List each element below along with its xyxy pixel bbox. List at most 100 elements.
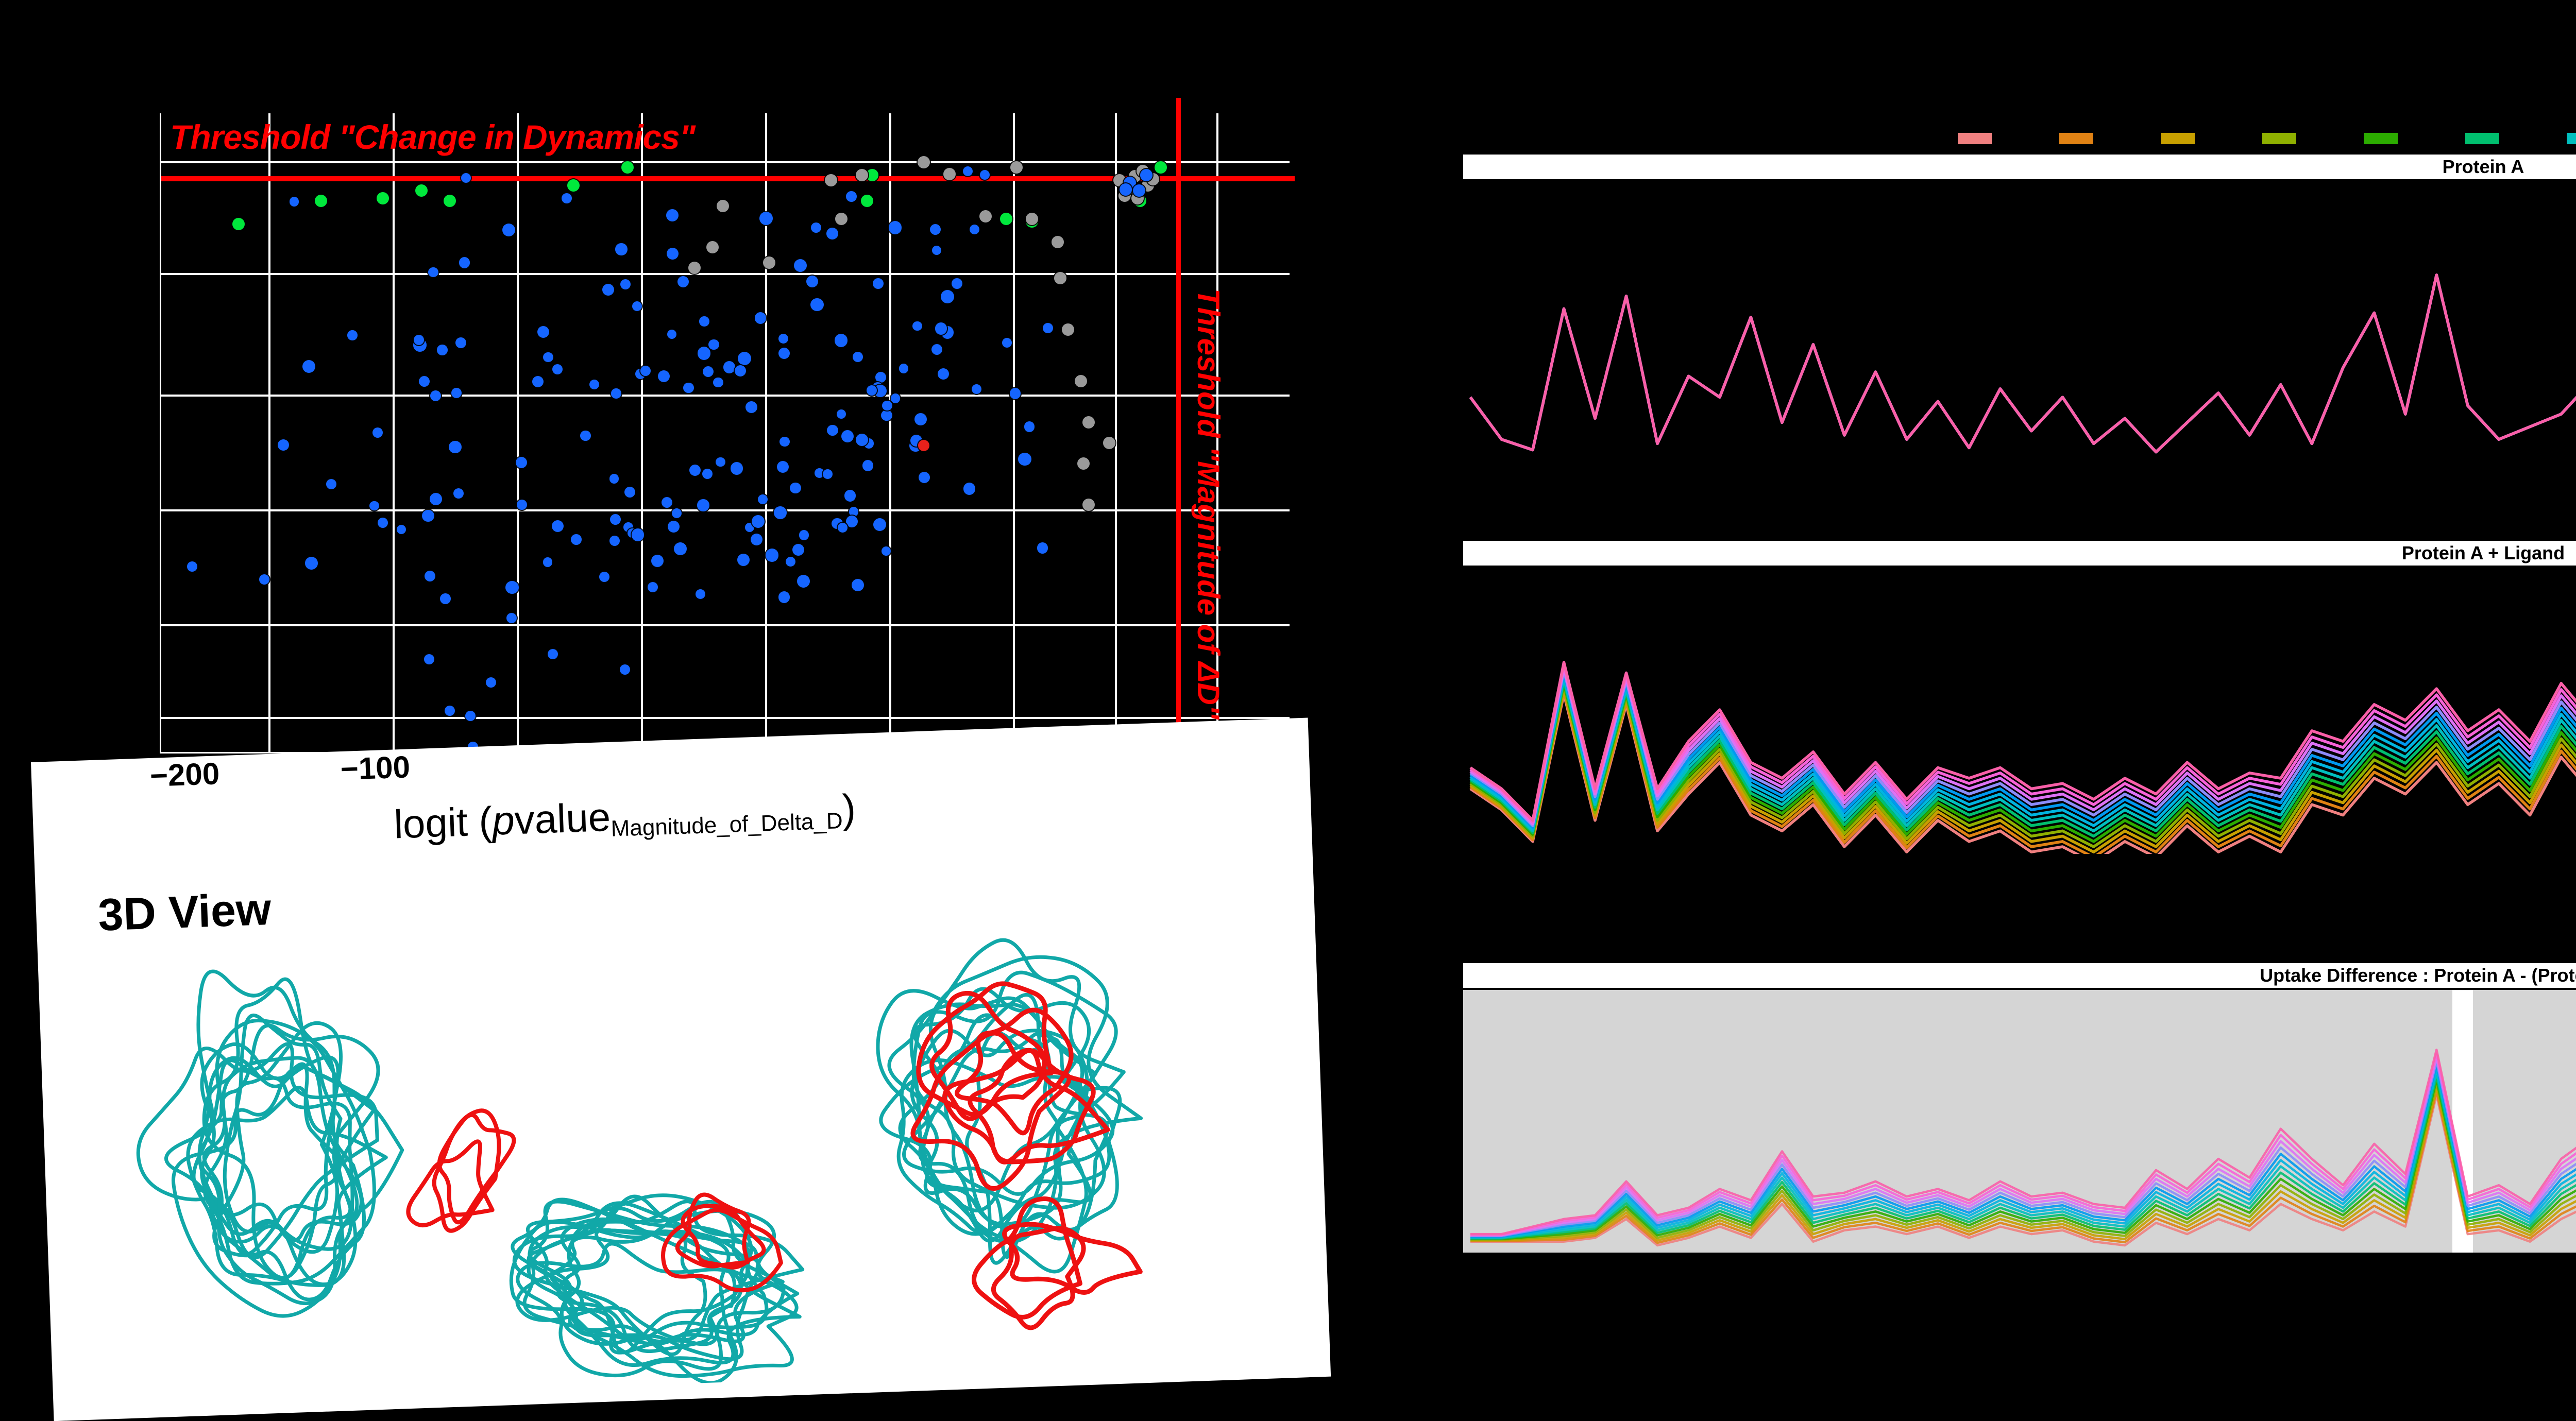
volcano-point-blue[interactable] [935,322,947,335]
volcano-point-blue[interactable] [414,335,424,345]
volcano-point-blue[interactable] [347,330,358,340]
volcano-point-blue[interactable] [304,557,318,570]
volcano-point-blue[interactable] [937,368,949,380]
volcano-point-blue[interactable] [730,461,743,475]
volcano-point-blue[interactable] [667,248,679,260]
uptake-trace[interactable] [1469,690,2576,854]
uptake-trace[interactable] [1470,1082,2576,1241]
uptake-trace[interactable] [1469,676,2576,833]
volcano-point-blue[interactable] [754,312,767,324]
legend-swatch-1[interactable] [1958,133,1992,144]
volcano-point-grey[interactable] [1062,323,1074,336]
uptake-trace[interactable] [1470,1052,2576,1236]
volcano-point-blue[interactable] [912,321,922,331]
uptake-trace[interactable] [1469,271,2576,454]
volcano-point-blue[interactable] [941,290,954,304]
volcano-point-grey[interactable] [706,241,719,253]
volcano-point-green[interactable] [377,192,389,204]
volcano-point-green[interactable] [861,195,873,207]
volcano-point-blue[interactable] [875,371,886,383]
volcano-point-blue[interactable] [683,382,694,393]
volcano-point-blue[interactable] [187,561,197,572]
volcano-point-blue[interactable] [1140,169,1153,181]
volcano-point-blue[interactable] [845,516,858,528]
volcano-point-blue[interactable] [738,351,752,365]
volcano-point-blue[interactable] [873,278,884,289]
volcano-point-blue[interactable] [599,572,609,582]
volcano-point-blue[interactable] [551,520,564,533]
volcano-point-blue[interactable] [853,352,863,362]
volcano-point-green[interactable] [621,161,634,174]
volcano-point-grey[interactable] [856,169,868,181]
volcano-point-blue[interactable] [752,515,765,528]
volcano-point-blue[interactable] [745,401,758,414]
volcano-point-blue[interactable] [873,518,886,532]
volcano-point-grey[interactable] [1052,236,1064,248]
volcano-point-blue[interactable] [737,554,750,566]
threshold-line-horizontal[interactable] [161,176,1295,181]
volcano-point-blue[interactable] [278,439,289,451]
volcano-point-grey[interactable] [918,156,930,168]
uptake-trace[interactable] [1469,669,2576,827]
volcano-point-blue[interactable] [702,469,713,479]
volcano-point-blue[interactable] [580,430,591,441]
volcano-point-blue[interactable] [378,518,388,528]
volcano-point-blue[interactable] [1024,421,1035,432]
uptake-trace[interactable] [1470,1064,2576,1238]
volcano-point-grey[interactable] [1082,499,1095,511]
volcano-point-blue[interactable] [455,337,467,348]
volcano-point-blue[interactable] [952,278,962,289]
uptake-trace[interactable] [1469,692,2576,854]
volcano-point-blue[interactable] [834,334,848,347]
volcano-point-green[interactable] [1000,213,1012,225]
volcano-point-green[interactable] [1155,161,1167,174]
volcano-point-grey[interactable] [1010,161,1023,174]
volcano-point-blue[interactable] [668,521,680,533]
volcano-point-blue[interactable] [963,166,973,176]
volcano-point-blue[interactable] [677,276,689,288]
volcano-point-blue[interactable] [451,388,462,398]
volcano-point-grey[interactable] [979,210,992,222]
volcano-point-blue[interactable] [369,501,379,511]
volcano-point-blue[interactable] [428,267,438,278]
volcano-point-grey[interactable] [1026,213,1038,225]
volcano-point-blue[interactable] [609,536,620,546]
protein-ribbon-structure[interactable] [110,913,1207,1403]
uptake-trace[interactable] [1470,1086,2576,1242]
volcano-point-blue[interactable] [437,345,448,355]
volcano-point-green[interactable] [415,184,428,197]
legend-swatch-7[interactable] [2566,133,2576,144]
volcano-point-blue[interactable] [620,279,631,290]
volcano-point-blue[interactable] [461,173,471,183]
uptake-trace[interactable] [1469,664,2576,826]
volcano-point-blue[interactable] [1018,453,1031,466]
volcano-point-blue[interactable] [611,388,621,399]
uptake-trace[interactable] [1469,271,2576,454]
volcano-point-blue[interactable] [532,375,544,387]
volcano-point-blue[interactable] [697,499,709,511]
volcano-point-green[interactable] [567,179,580,192]
volcano-point-blue[interactable] [666,209,679,221]
volcano-point-grey[interactable] [835,213,848,225]
volcano-point-blue[interactable] [326,479,336,489]
volcano-point-blue[interactable] [931,344,943,355]
volcano-point-blue[interactable] [1002,337,1012,348]
volcano-point-blue[interactable] [453,488,464,499]
volcano-point-grey[interactable] [763,256,775,269]
volcano-point-grey[interactable] [1075,375,1087,387]
volcano-point-blue[interactable] [517,500,527,510]
legend-swatch-4[interactable] [2262,133,2296,144]
volcano-point-blue[interactable] [289,197,299,207]
volcano-point-blue[interactable] [571,534,582,545]
volcano-point-grey[interactable] [688,262,701,274]
volcano-point-blue[interactable] [697,347,711,360]
volcano-point-blue[interactable] [759,212,773,225]
volcano-point-green[interactable] [232,218,245,230]
volcano-point-blue[interactable] [713,377,724,388]
volcano-point-blue[interactable] [758,494,768,505]
volcano-point-blue[interactable] [422,509,434,522]
uptake-trace[interactable] [1470,1071,2576,1239]
volcano-point-blue[interactable] [537,326,550,338]
volcano-point-blue[interactable] [486,677,496,688]
volcano-point-blue[interactable] [815,468,825,478]
